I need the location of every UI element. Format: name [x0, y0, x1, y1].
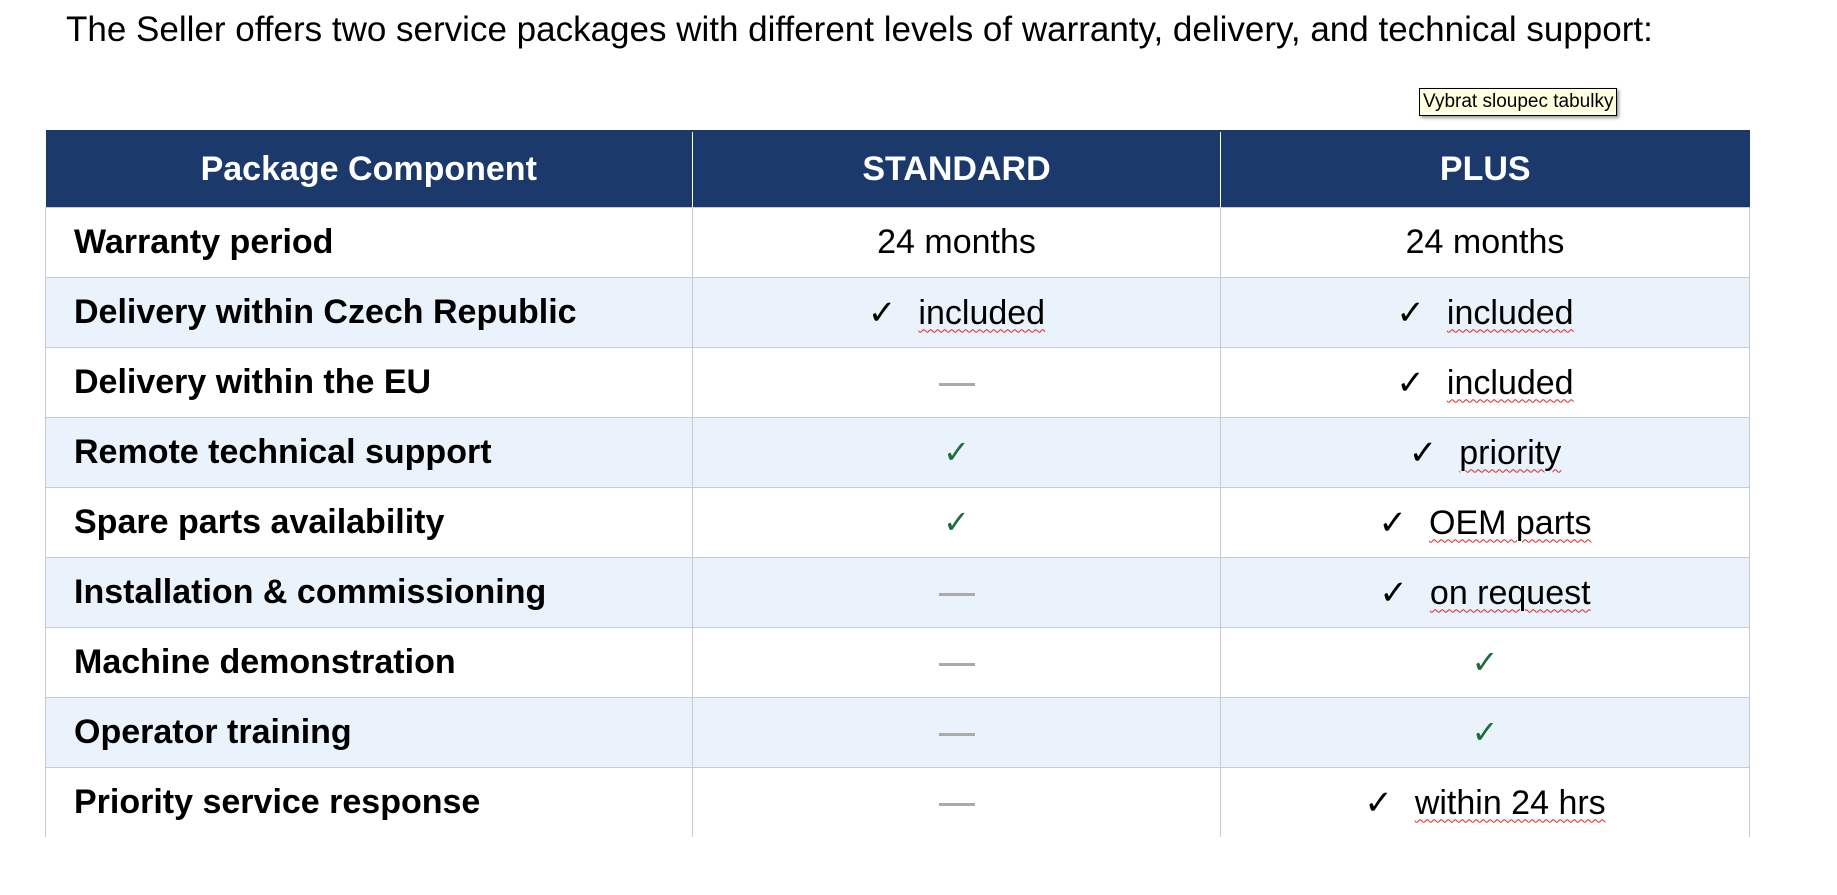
table-row: Operator training ✓	[45, 697, 1750, 768]
row-label[interactable]: Machine demonstration	[45, 627, 693, 698]
value-cell[interactable]: 24 months	[1220, 207, 1750, 278]
checkmark-icon: ✓	[867, 293, 897, 332]
value-text: priority	[1459, 433, 1562, 472]
table-row: Delivery within the EU ✓ included	[45, 347, 1750, 418]
checkmark-icon: ✓	[1408, 433, 1438, 472]
value-cell[interactable]: ✓ OEM parts	[1220, 487, 1750, 558]
row-label[interactable]: Remote technical support	[45, 417, 693, 488]
table-row: Priority service response ✓ within 24 hrs	[45, 767, 1750, 837]
green-checkmark-icon: ✓	[1471, 644, 1499, 680]
included-cell[interactable]: ✓	[692, 417, 1221, 488]
green-checkmark-icon: ✓	[943, 504, 970, 540]
table-row: Spare parts availability ✓ ✓ OEM parts	[45, 487, 1750, 558]
row-label[interactable]: Operator training	[45, 697, 693, 768]
value-text: included	[918, 293, 1046, 332]
not-included-cell[interactable]	[692, 697, 1221, 768]
intro-paragraph: The Seller offers two service packages w…	[66, 10, 1653, 49]
value-text: 24 months	[1405, 223, 1565, 261]
not-included-cell[interactable]	[692, 767, 1221, 837]
checkmark-icon: ✓	[1378, 503, 1408, 542]
dash-icon	[938, 802, 975, 806]
value-text: included	[1446, 293, 1574, 332]
included-cell[interactable]: ✓	[1220, 627, 1750, 698]
value-text: included	[1446, 363, 1574, 402]
row-label[interactable]: Warranty period	[45, 207, 693, 278]
value-text: OEM parts	[1429, 503, 1592, 542]
not-included-cell[interactable]	[692, 557, 1221, 628]
value-cell[interactable]: ✓ included	[1220, 347, 1750, 418]
value-text: within 24 hrs	[1414, 783, 1606, 822]
value-cell[interactable]: ✓ included	[692, 277, 1221, 348]
table-row: Delivery within Czech Republic ✓ included ✓…	[45, 277, 1750, 348]
green-checkmark-icon: ✓	[943, 434, 970, 470]
header-package-component[interactable]: Package Component	[45, 131, 693, 208]
checkmark-icon: ✓	[1396, 363, 1425, 402]
table-row: Remote technical support ✓ ✓ priority	[45, 417, 1750, 488]
included-cell[interactable]: ✓	[692, 487, 1221, 558]
value-cell[interactable]: ✓ on request	[1220, 557, 1750, 628]
checkmark-icon: ✓	[1379, 573, 1408, 612]
dash-icon	[938, 592, 975, 596]
service-packages-table: Package Component STANDARD PLUS Warranty…	[45, 130, 1750, 837]
row-label[interactable]: Spare parts availability	[45, 487, 693, 558]
not-included-cell[interactable]	[692, 627, 1221, 698]
header-plus[interactable]: PLUS	[1220, 131, 1750, 208]
table-row: Installation & commissioning ✓ on request	[45, 557, 1750, 628]
value-cell[interactable]: ✓ priority	[1220, 417, 1750, 488]
select-column-tooltip: Vybrat sloupec tabulky	[1419, 88, 1618, 116]
row-label[interactable]: Priority service response	[45, 767, 693, 837]
not-included-cell[interactable]	[692, 347, 1221, 418]
dash-icon	[938, 382, 975, 386]
included-cell[interactable]: ✓	[1220, 697, 1750, 768]
dash-icon	[938, 732, 975, 736]
value-cell[interactable]: ✓ included	[1220, 277, 1750, 348]
row-label[interactable]: Installation & commissioning	[45, 557, 693, 628]
value-cell[interactable]: 24 months	[692, 207, 1221, 278]
value-cell[interactable]: ✓ within 24 hrs	[1220, 767, 1750, 837]
green-checkmark-icon: ✓	[1471, 714, 1499, 750]
checkmark-icon: ✓	[1396, 293, 1425, 332]
table-row: Machine demonstration ✓	[45, 627, 1750, 698]
header-row: Package Component STANDARD PLUS	[45, 131, 1750, 208]
value-text: 24 months	[877, 223, 1036, 261]
value-text: on request	[1429, 573, 1591, 612]
table-row: Warranty period 24 months 24 months	[45, 207, 1750, 278]
row-label[interactable]: Delivery within Czech Republic	[45, 277, 693, 348]
checkmark-icon: ✓	[1364, 783, 1393, 822]
header-standard[interactable]: STANDARD	[692, 131, 1221, 208]
dash-icon	[938, 662, 975, 666]
row-label[interactable]: Delivery within the EU	[45, 347, 693, 418]
